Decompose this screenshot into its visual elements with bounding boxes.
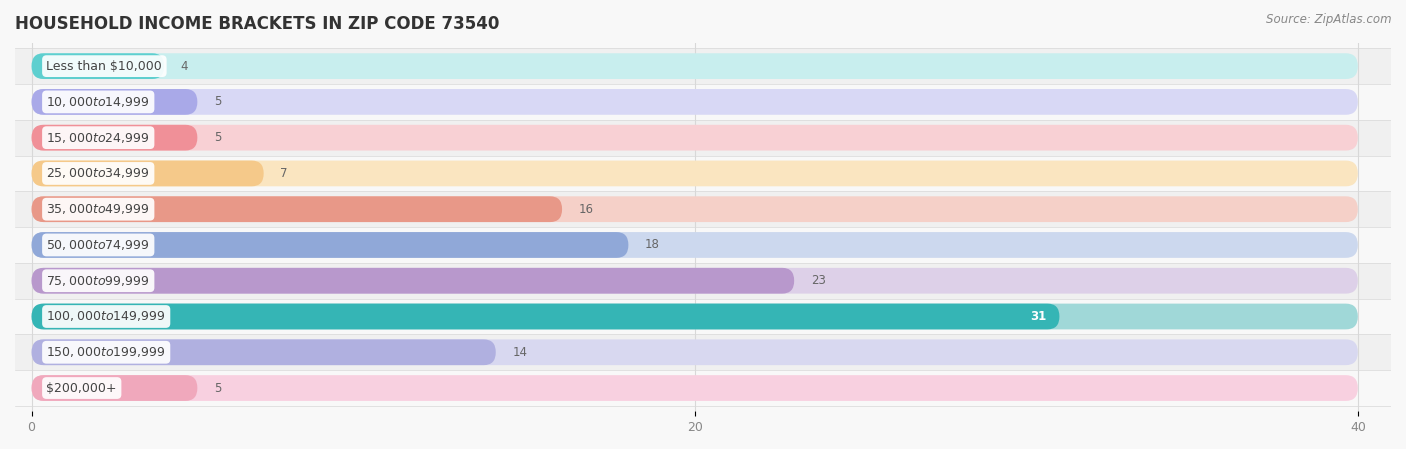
Text: 18: 18 xyxy=(645,238,659,251)
FancyBboxPatch shape xyxy=(31,268,794,294)
FancyBboxPatch shape xyxy=(31,196,562,222)
FancyBboxPatch shape xyxy=(0,120,1391,155)
FancyBboxPatch shape xyxy=(31,125,197,150)
Text: Source: ZipAtlas.com: Source: ZipAtlas.com xyxy=(1267,13,1392,26)
FancyBboxPatch shape xyxy=(31,53,165,79)
FancyBboxPatch shape xyxy=(31,161,264,186)
Text: $100,000 to $149,999: $100,000 to $149,999 xyxy=(46,309,166,323)
Text: 5: 5 xyxy=(214,382,221,395)
Text: 31: 31 xyxy=(1031,310,1046,323)
Text: $35,000 to $49,999: $35,000 to $49,999 xyxy=(46,202,150,216)
FancyBboxPatch shape xyxy=(31,161,1358,186)
FancyBboxPatch shape xyxy=(0,155,1391,191)
Text: $75,000 to $99,999: $75,000 to $99,999 xyxy=(46,274,150,288)
FancyBboxPatch shape xyxy=(31,89,197,115)
FancyBboxPatch shape xyxy=(0,299,1391,335)
Text: $150,000 to $199,999: $150,000 to $199,999 xyxy=(46,345,166,359)
FancyBboxPatch shape xyxy=(31,304,1358,330)
Text: Less than $10,000: Less than $10,000 xyxy=(46,60,162,73)
Text: $50,000 to $74,999: $50,000 to $74,999 xyxy=(46,238,150,252)
Text: 7: 7 xyxy=(280,167,288,180)
FancyBboxPatch shape xyxy=(31,339,496,365)
FancyBboxPatch shape xyxy=(0,335,1391,370)
FancyBboxPatch shape xyxy=(31,196,1358,222)
FancyBboxPatch shape xyxy=(31,268,1358,294)
Text: $200,000+: $200,000+ xyxy=(46,382,117,395)
Text: HOUSEHOLD INCOME BRACKETS IN ZIP CODE 73540: HOUSEHOLD INCOME BRACKETS IN ZIP CODE 73… xyxy=(15,15,499,33)
Text: 16: 16 xyxy=(579,202,593,216)
FancyBboxPatch shape xyxy=(0,191,1391,227)
Text: 4: 4 xyxy=(181,60,188,73)
FancyBboxPatch shape xyxy=(31,339,1358,365)
FancyBboxPatch shape xyxy=(0,84,1391,120)
Text: 5: 5 xyxy=(214,131,221,144)
FancyBboxPatch shape xyxy=(31,232,628,258)
FancyBboxPatch shape xyxy=(31,232,1358,258)
FancyBboxPatch shape xyxy=(0,227,1391,263)
FancyBboxPatch shape xyxy=(0,48,1391,84)
FancyBboxPatch shape xyxy=(31,304,1060,330)
FancyBboxPatch shape xyxy=(31,375,1358,401)
Text: $25,000 to $34,999: $25,000 to $34,999 xyxy=(46,167,150,180)
FancyBboxPatch shape xyxy=(0,370,1391,406)
FancyBboxPatch shape xyxy=(31,375,197,401)
FancyBboxPatch shape xyxy=(31,53,1358,79)
Text: $15,000 to $24,999: $15,000 to $24,999 xyxy=(46,131,150,145)
FancyBboxPatch shape xyxy=(31,89,1358,115)
Text: 23: 23 xyxy=(811,274,825,287)
Text: $10,000 to $14,999: $10,000 to $14,999 xyxy=(46,95,150,109)
FancyBboxPatch shape xyxy=(31,125,1358,150)
FancyBboxPatch shape xyxy=(0,263,1391,299)
Text: 5: 5 xyxy=(214,95,221,108)
Text: 14: 14 xyxy=(512,346,527,359)
